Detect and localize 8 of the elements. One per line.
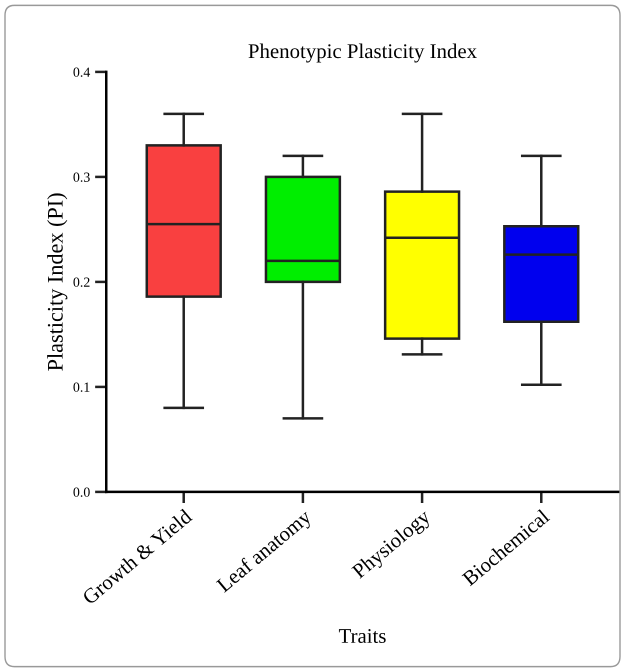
y-tick-label: 0.3: [73, 172, 90, 182]
x-axis-title: Traits: [338, 628, 386, 643]
y-tick-label: 0.0: [73, 487, 90, 497]
chart-title: Phenotypic Plasticity Index: [248, 44, 477, 63]
y-axis-title: Plasticity Index (PI): [47, 193, 68, 371]
y-tick-label: 0.2: [73, 277, 90, 287]
y-tick-label: 0.4: [73, 67, 90, 77]
y-tick-label: 0.1: [73, 382, 90, 392]
